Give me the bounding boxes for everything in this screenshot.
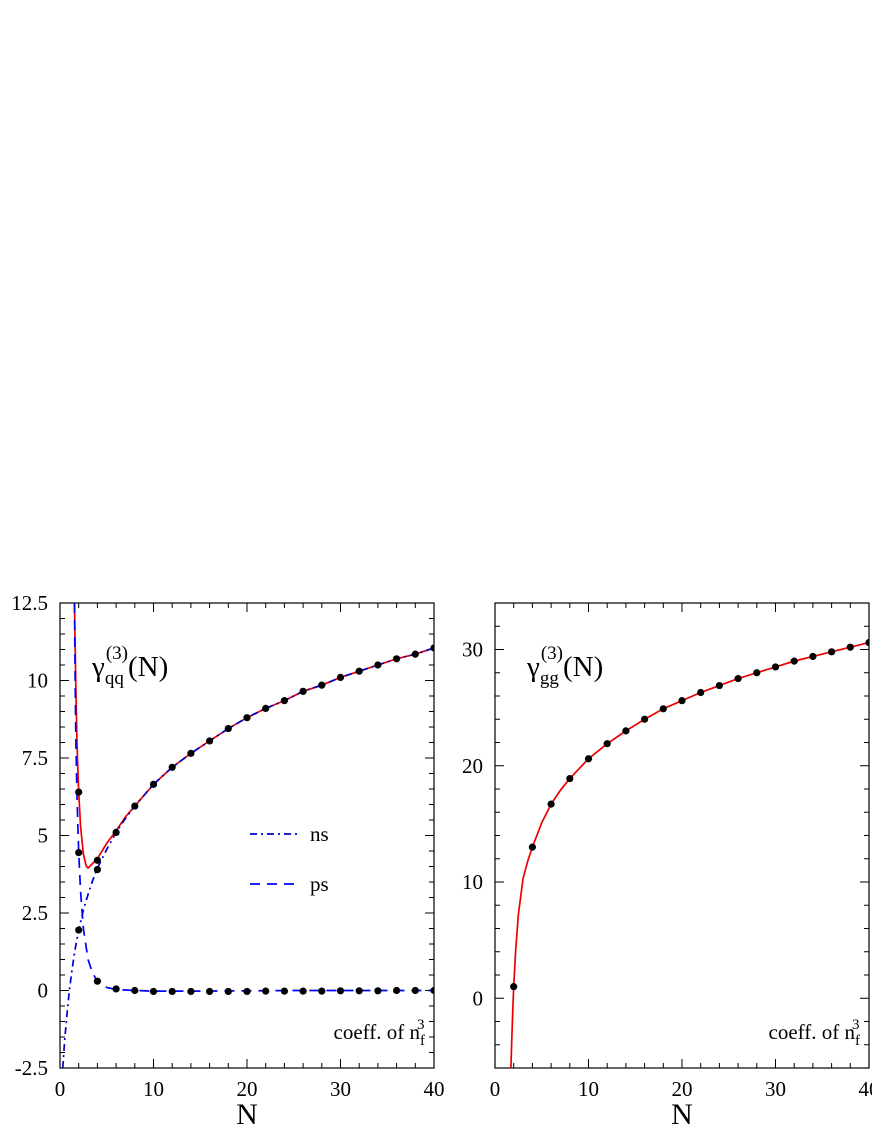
- gg-data-point: [846, 643, 854, 651]
- qq-data-point: [112, 985, 120, 993]
- gg-series-total-line: [510, 641, 869, 1068]
- qq-legend-ps-label: ps: [310, 872, 329, 896]
- qq-data-point: [75, 848, 83, 857]
- gg-chart-title: γgg(3)(N): [526, 643, 603, 689]
- qq-data-point: [131, 986, 139, 995]
- qq-data-point: [355, 987, 363, 995]
- qq-data-point: [336, 987, 345, 995]
- gg-data-point: [809, 652, 817, 661]
- gg-data-point: [790, 657, 798, 665]
- gg-x-tick-label: 10: [578, 1077, 599, 1101]
- qq-data-point: [131, 802, 139, 810]
- qq-data-point: [411, 650, 419, 658]
- qq-y-tick-label: 10: [27, 669, 48, 693]
- qq-data-point: [168, 763, 176, 771]
- gg-coeff-annotation: coeff. of nf3: [769, 1017, 861, 1049]
- gg-data-point: [678, 697, 686, 705]
- qq-x-tick-label: 30: [330, 1077, 351, 1101]
- qq-data-point: [336, 673, 345, 682]
- qq-data-point: [187, 987, 195, 996]
- qq-x-tick-label: 40: [424, 1077, 445, 1101]
- gg-data-point: [753, 669, 761, 677]
- qq-chart-title: γqq(3)(N): [91, 643, 168, 689]
- gg-data-point: [528, 843, 537, 851]
- gg-y-tick-label: 0: [473, 986, 484, 1010]
- qq-y-tick-label: 12.5: [11, 591, 48, 615]
- qq-x-axis-label: N: [236, 1098, 258, 1128]
- qq-data-point: [411, 986, 419, 995]
- gg-y-tick-label: 30: [462, 638, 483, 662]
- qq-data-point: [93, 866, 101, 874]
- qq-data-point: [224, 987, 232, 996]
- qq-series-ns-line: [61, 647, 434, 1068]
- qq-data-point: [75, 788, 83, 796]
- qq-data-point: [206, 737, 214, 745]
- gg-data-point: [566, 774, 574, 783]
- qq-data-point: [430, 644, 434, 652]
- gg-x-tick-label: 20: [672, 1077, 693, 1101]
- qq-x-tick-label: 20: [237, 1077, 258, 1101]
- gg-y-tick-label: 20: [462, 754, 483, 778]
- qq-data-point: [299, 987, 307, 995]
- gg-x-tick-label: 30: [765, 1077, 786, 1101]
- qq-data-point: [224, 724, 232, 733]
- qq-y-tick-label: 5: [38, 824, 49, 848]
- qq-y-tick-label: 7.5: [22, 746, 48, 770]
- gg-data-point: [715, 681, 724, 690]
- qq-y-tick-label: -2.5: [15, 1056, 48, 1080]
- qq-x-tick-label: 0: [55, 1077, 66, 1101]
- qq-data-point: [262, 704, 270, 713]
- qq-data-point: [149, 780, 158, 788]
- qq-legend-ns-label: ns: [310, 822, 329, 846]
- gg-data-point: [865, 638, 869, 647]
- qq-data-point: [168, 987, 176, 996]
- gg-data-point: [734, 674, 742, 683]
- qq-y-tick-label: 0: [38, 979, 49, 1003]
- qq-series-total-line: [73, 603, 434, 870]
- gg-x-axis-label: N: [671, 1098, 693, 1128]
- gg-data-point: [622, 727, 630, 735]
- qq-x-tick-label: 10: [143, 1077, 164, 1101]
- qq-data-point: [206, 987, 214, 996]
- qq-coeff-annotation: coeff. of nf3: [334, 1017, 426, 1049]
- qq-data-point: [393, 655, 401, 663]
- qq-data-point: [374, 987, 382, 995]
- gg-y-tick-label: 10: [462, 870, 483, 894]
- qq-data-point: [280, 697, 288, 705]
- qq-y-tick-label: 2.5: [22, 901, 48, 925]
- qq-data-point: [243, 714, 251, 722]
- qq-data-point: [75, 926, 83, 934]
- gg-data-point: [584, 755, 593, 763]
- gg-data-point: [603, 740, 611, 748]
- gg-data-point: [641, 715, 649, 723]
- qq-data-point: [318, 987, 326, 995]
- gg-data-point: [510, 983, 518, 991]
- gg-data-point: [547, 800, 555, 808]
- qq-data-point: [112, 828, 120, 837]
- gg-x-tick-label: 0: [490, 1077, 501, 1101]
- qq-data-point: [430, 986, 434, 995]
- gg-data-point: [771, 663, 780, 671]
- qq-data-point: [243, 987, 251, 996]
- qq-data-point: [149, 987, 158, 996]
- qq-data-point: [355, 667, 363, 675]
- qq-data-point: [318, 681, 326, 689]
- gg-data-point: [697, 688, 705, 697]
- qq-data-point: [299, 687, 307, 695]
- qq-data-point: [93, 977, 101, 985]
- qq-data-point: [93, 856, 101, 864]
- qq-data-point: [393, 986, 401, 995]
- qq-data-point: [374, 661, 382, 669]
- gg-x-tick-label: 40: [859, 1077, 872, 1101]
- gg-data-point: [828, 648, 836, 656]
- qq-data-point: [187, 749, 195, 757]
- gg-data-point: [659, 705, 667, 713]
- qq-data-point: [280, 987, 288, 995]
- qq-data-point: [262, 987, 270, 995]
